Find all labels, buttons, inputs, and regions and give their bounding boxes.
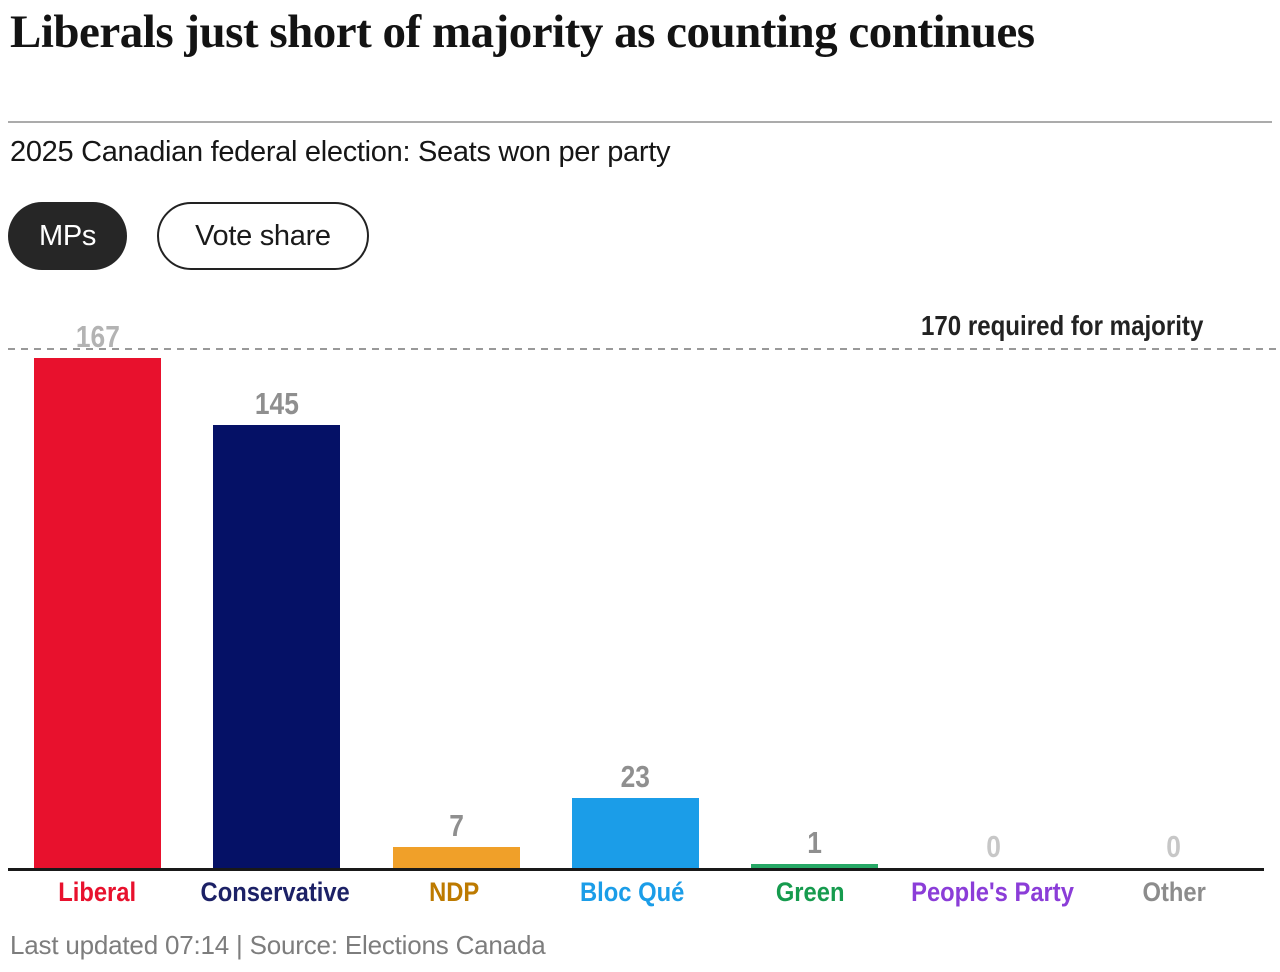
view-toggle-group: MPs Vote share [8,202,369,270]
bar-column: 145 [187,388,366,868]
bar [751,864,879,868]
bar-column: 23 [546,761,725,868]
bar-column: 167 [8,321,187,868]
bar-value-label: 145 [254,386,299,421]
source-note: Last updated 07:14 | Source: Elections C… [10,930,546,960]
category-label: Liberal [58,877,137,907]
bar [392,847,520,868]
mps-toggle-button[interactable]: MPs [8,202,128,270]
bar-value-label: 0 [1165,829,1181,864]
bar-column: 7 [367,810,546,868]
vote-share-toggle-button[interactable]: Vote share [157,202,369,270]
bar [571,798,699,868]
page-title: Liberals just short of majority as count… [10,6,1035,58]
bar-column: 1 [725,827,904,868]
category-label: People's Party [910,877,1074,907]
bar-value-label: 7 [448,808,464,843]
chart-subtitle: 2025 Canadian federal election: Seats wo… [10,136,671,168]
x-axis-line [8,868,1264,871]
bar [34,358,162,868]
category-label: NDP [428,877,479,907]
majority-line-label: 170 required for majority [920,310,1203,341]
category-label: Bloc Qué [579,877,685,907]
bar-value-label: 0 [986,829,1002,864]
category-label: Green [776,877,845,907]
header-divider [8,121,1272,123]
category-labels: Liberal Conservative NDP Bloc Qué Green Peopl… [8,877,1263,908]
category-label: Other [1142,877,1206,907]
bar-value-label: 23 [620,759,651,794]
bar-column: 0 [1084,831,1263,868]
majority-dashed-line [8,348,1280,350]
bar-value-label: 167 [75,319,120,354]
category-label: Conservative [200,877,351,907]
bar [213,425,341,868]
bar-column: 0 [904,831,1083,868]
bar-columns: 167 145 7 23 1 0 0 [8,0,1263,868]
bar-value-label: 1 [807,825,823,860]
